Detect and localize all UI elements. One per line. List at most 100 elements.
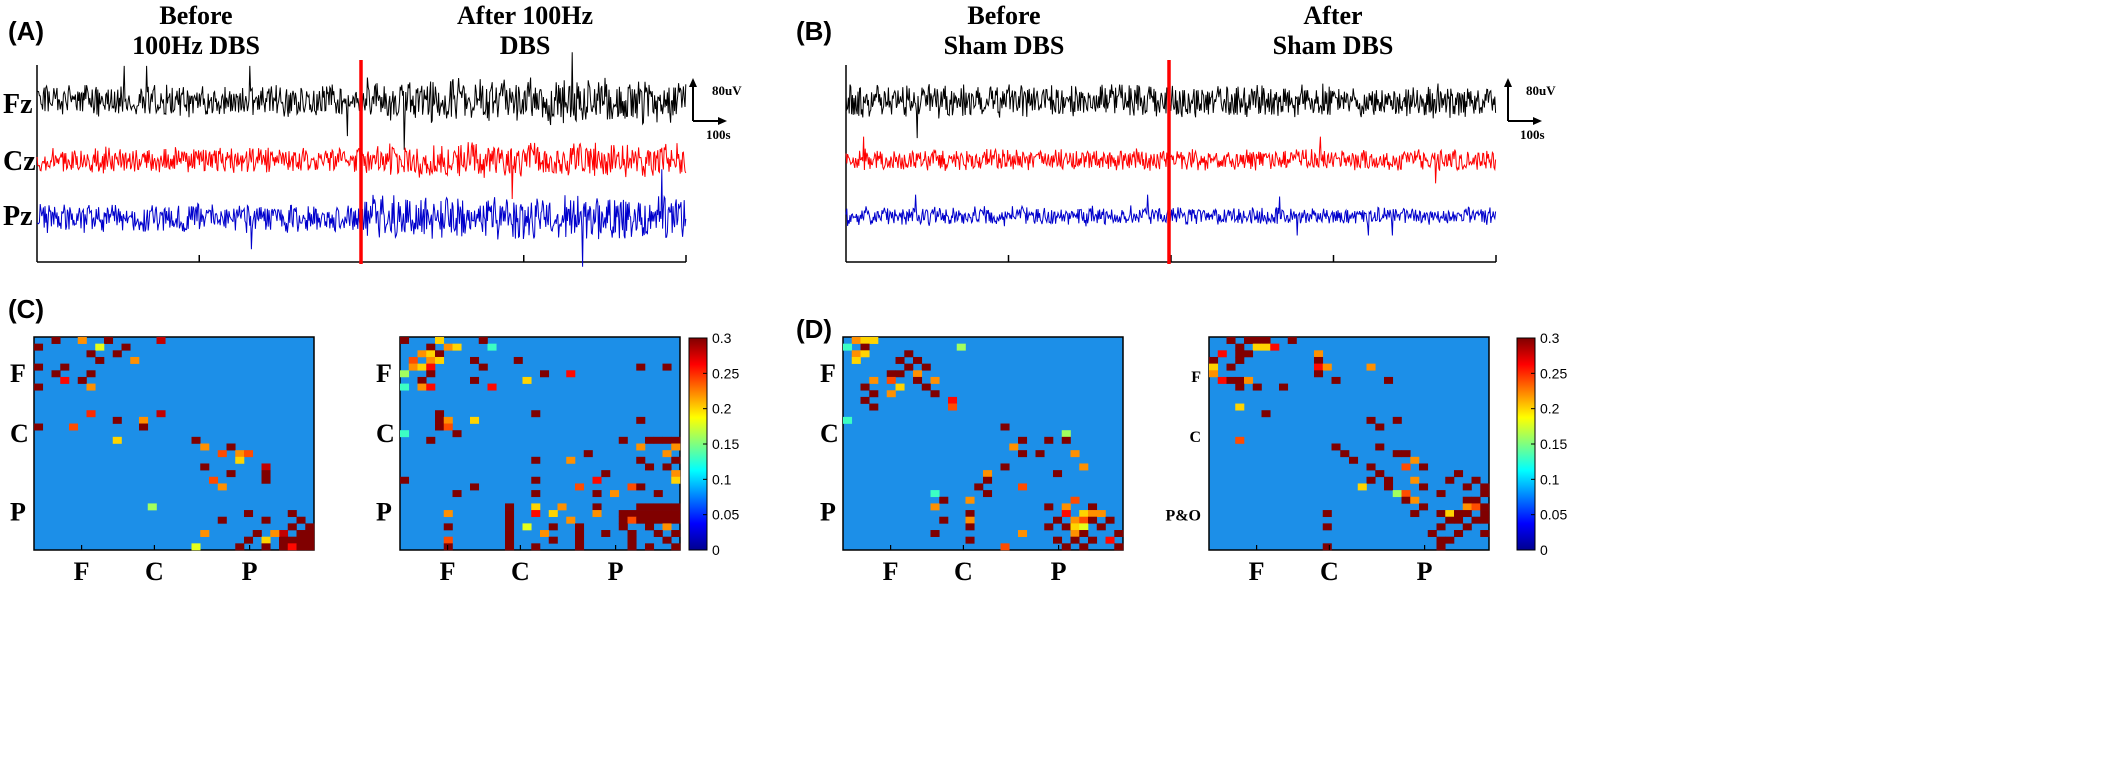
matrix-y-tick-label: C — [376, 419, 395, 448]
matrix-cell — [965, 536, 975, 544]
matrix-cell — [1480, 516, 1490, 524]
matrix-cell — [452, 430, 462, 438]
matrix-cell — [1105, 516, 1115, 524]
panel-b-before-header-line1: Before — [967, 1, 1040, 30]
matrix-cell — [200, 530, 210, 537]
matrix-cell — [443, 343, 453, 351]
matrix-cell — [1410, 476, 1420, 484]
matrix-cell — [1088, 536, 1098, 544]
matrix-cell — [531, 510, 541, 518]
matrix-cell — [209, 476, 219, 484]
matrix-cell — [1366, 463, 1376, 471]
matrix-cell — [443, 416, 453, 424]
matrix-cell — [1445, 510, 1455, 518]
matrix-cell — [531, 476, 541, 484]
matrix-cell — [636, 516, 646, 524]
matrix-cell — [886, 376, 896, 384]
matrix-y-tick-label: C — [820, 419, 839, 448]
matrix-cell — [1366, 416, 1376, 424]
matrix-x-tick-label: C — [1320, 557, 1339, 586]
matrix-x-tick-label: F — [883, 557, 899, 586]
colorbar-tick-label: 0.05 — [1540, 507, 1567, 523]
matrix-cell — [1322, 510, 1332, 518]
matrix-cell — [671, 543, 681, 551]
matrix-cell — [566, 516, 576, 524]
matrix-cell — [531, 490, 541, 498]
channel-label-cz: Cz — [3, 146, 36, 177]
matrix-cell — [965, 523, 975, 531]
matrix-cell — [1088, 510, 1098, 518]
matrix-cell — [1018, 483, 1028, 491]
matrix-cell — [426, 350, 436, 358]
matrix-cell — [417, 383, 427, 391]
matrix-cell — [1061, 436, 1071, 444]
matrix-cell — [636, 416, 646, 424]
panel-a-scale-time: 100s — [706, 127, 731, 142]
matrix-cell — [939, 496, 949, 504]
matrix-y-tick-label: C — [1189, 429, 1201, 446]
matrix-cell — [244, 536, 254, 544]
matrix-cell — [1261, 343, 1271, 351]
matrix-cell — [531, 503, 541, 511]
panel-label-a: (A) — [8, 16, 44, 46]
matrix-cell — [860, 350, 870, 358]
matrix-cell — [478, 363, 488, 371]
matrix-cell — [1419, 483, 1429, 491]
matrix-cell — [983, 470, 993, 478]
matrix-cell — [400, 383, 410, 391]
matrix-cell — [645, 463, 655, 471]
matrix-cell — [1261, 337, 1271, 344]
matrix-cell — [1366, 476, 1376, 484]
matrix-cell — [1471, 516, 1481, 524]
matrix-cell — [1235, 383, 1245, 391]
panel-d-colorbar: 0.3 0.25 0.2 0.15 0.1 0.05 0 — [1516, 330, 1567, 558]
matrix-cell — [1018, 530, 1028, 537]
matrix-cell — [86, 350, 96, 358]
matrix-cell — [869, 390, 879, 398]
matrix-y-tick-label: P — [376, 498, 392, 527]
matrix-cell — [1480, 530, 1490, 537]
matrix-cell — [1070, 530, 1080, 537]
matrix-cell — [662, 510, 672, 518]
series-fz-trace — [845, 83, 1497, 139]
matrix-cell — [601, 470, 611, 478]
matrix-cell — [147, 503, 157, 511]
matrix-cell — [77, 376, 87, 384]
matrix-cell — [426, 356, 436, 364]
matrix-cell — [645, 543, 655, 551]
matrix-cell — [478, 337, 488, 344]
matrix-cell — [1070, 516, 1080, 524]
matrix-cell — [217, 483, 227, 491]
matrix-cell — [1018, 436, 1028, 444]
colorbar-tick-label: 0.1 — [1540, 471, 1560, 487]
matrix-cell — [1000, 543, 1010, 551]
matrix-cell — [1235, 356, 1245, 364]
panel-a-scale-amplitude: 80uV — [712, 83, 742, 98]
colorbar-tick-label: 0 — [712, 542, 720, 558]
matrix-cell — [156, 337, 166, 344]
matrix-cell — [1445, 536, 1455, 544]
matrix-cell — [296, 536, 306, 544]
matrix-cell — [226, 470, 236, 478]
matrix-cell — [930, 503, 940, 511]
matrix-cell — [1331, 376, 1341, 384]
matrix-cell — [487, 383, 497, 391]
matrix-cell — [886, 390, 896, 398]
matrix-cell — [452, 490, 462, 498]
matrix-cell — [1375, 470, 1385, 478]
matrix-cell — [636, 363, 646, 371]
matrix-cell — [1226, 363, 1236, 371]
series-pz-trace — [845, 194, 1497, 236]
panel-d-after-matrix: F C P F C P&O — [1165, 336, 1490, 586]
matrix-cell — [860, 337, 870, 344]
matrix-cell — [1471, 496, 1481, 504]
colorbar-tick-label: 0.15 — [712, 436, 739, 452]
matrix-cell — [1226, 337, 1236, 344]
panel-a-before-header-line2: 100Hz DBS — [132, 31, 260, 60]
matrix-cell — [417, 350, 427, 358]
matrix-cell — [226, 443, 236, 451]
matrix-cell — [860, 396, 870, 404]
matrix-cell — [1088, 516, 1098, 524]
matrix-cell — [1096, 523, 1106, 531]
matrix-cell — [1410, 510, 1420, 518]
